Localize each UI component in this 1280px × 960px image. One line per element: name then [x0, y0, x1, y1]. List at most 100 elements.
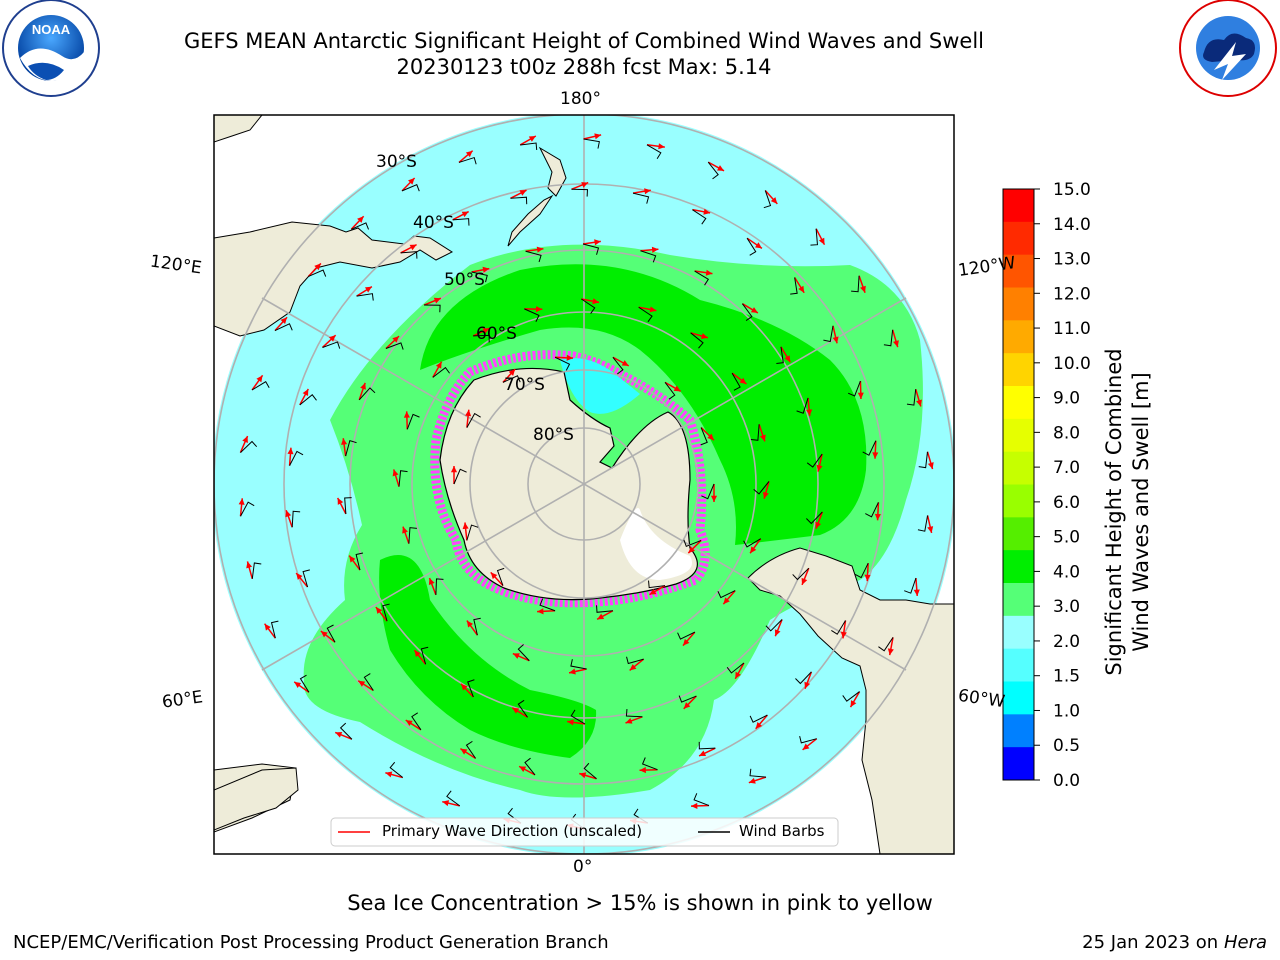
- colorbar-tick-label: 8.0: [1053, 423, 1080, 443]
- wave-direction-arrowhead: [512, 653, 520, 659]
- wave-direction-arrowhead: [341, 438, 348, 445]
- wind-barb: [420, 646, 429, 665]
- wind-barb: [883, 329, 894, 347]
- noaa-logo: [2, 0, 100, 97]
- colorbar-segment: [1003, 681, 1034, 715]
- wave-direction-arrowhead: [375, 607, 383, 614]
- wave-direction-arrowhead: [705, 269, 713, 276]
- wind-barb: [270, 620, 279, 639]
- wave-direction-arrowhead: [750, 307, 758, 313]
- colorbar-label-line2: Wind Waves and Swell [m]: [1129, 372, 1153, 652]
- wave-direction-arrowhead: [594, 239, 601, 246]
- wave-direction-arrowhead: [649, 306, 657, 313]
- wind-barb: [524, 308, 540, 322]
- wind-barb: [302, 569, 310, 588]
- wave-direction-arrowhead: [536, 246, 544, 253]
- colorbar-tick-label: 9.0: [1053, 389, 1080, 409]
- wind-barb: [763, 190, 772, 209]
- wave-direction-arrowhead: [887, 648, 894, 656]
- wind-barb: [698, 741, 716, 750]
- wave-direction-arrowhead: [864, 574, 871, 582]
- colorbar-tick-label: 2.0: [1053, 632, 1080, 652]
- wind-barb: [385, 342, 404, 350]
- colorbar-tick-label: 14.0: [1053, 215, 1091, 235]
- wave-direction-arrowhead: [916, 399, 922, 407]
- wave-direction-arrowhead: [816, 464, 823, 472]
- noaa-logo-text: NOAA: [32, 22, 71, 37]
- wave-direction-arrowhead: [287, 447, 294, 455]
- wind-barb: [823, 325, 834, 343]
- wave-direction-arrowhead: [927, 462, 934, 470]
- lat-label-80s: 80°S: [533, 425, 574, 445]
- wind-barb: [683, 539, 702, 548]
- wind-barb: [299, 394, 317, 406]
- wind-barb: [496, 567, 505, 586]
- wind-barb: [625, 709, 643, 718]
- colorbar-segment: [1003, 320, 1034, 354]
- colorbar-label: Significant Height of Combined Wind Wave…: [1101, 312, 1155, 712]
- wind-barb: [240, 501, 255, 517]
- wind-barb: [790, 277, 798, 295]
- wave-direction-arrowhead: [466, 620, 474, 628]
- wave-direction-arrowhead: [385, 771, 393, 778]
- wind-barb: [473, 617, 481, 636]
- wind-barb: [678, 695, 697, 703]
- wind-barb: [582, 243, 600, 255]
- wave-direction-arrowhead: [707, 433, 714, 441]
- wind-barb: [351, 222, 370, 230]
- wind-barb: [453, 468, 467, 485]
- wind-barb: [842, 691, 860, 702]
- wind-barb: [571, 188, 588, 197]
- wave-direction-arrowhead: [784, 355, 791, 363]
- wave-direction-arrowhead: [927, 526, 934, 533]
- wave-direction-arrowhead: [860, 285, 866, 293]
- wind-barb: [517, 699, 528, 718]
- wind-barb: [641, 757, 658, 771]
- wind-barb: [753, 481, 770, 495]
- wind-barb: [344, 497, 352, 514]
- colorbar-tick-label: 15.0: [1053, 180, 1091, 200]
- wind-barb: [326, 624, 336, 643]
- wave-direction-arrowhead: [358, 680, 366, 687]
- wave-direction-arrowhead: [408, 178, 415, 185]
- wave-direction-arrowhead: [710, 495, 718, 502]
- wind-barb: [299, 674, 310, 693]
- chart-subtitle: 20230123 t00z 288h fcst Max: 5.14: [396, 55, 772, 79]
- wave-direction-arrowhead: [405, 720, 413, 727]
- wave-direction-arrowhead: [755, 721, 763, 729]
- wave-direction-arrowhead: [508, 369, 516, 376]
- south-america-landmass: [747, 547, 954, 854]
- map-content: [214, 115, 954, 854]
- footer-machine: Hera: [1223, 932, 1267, 953]
- lat-label-40s: 40°S: [413, 213, 454, 233]
- wave-direction-arrowhead: [462, 522, 469, 530]
- wave-direction-arrowhead: [414, 650, 421, 657]
- wave-direction-arrowhead: [461, 211, 469, 218]
- wave-direction-arrowhead: [294, 681, 302, 688]
- wave-direction-arrowhead: [433, 297, 441, 304]
- wind-barb: [356, 293, 374, 301]
- wind-barb: [664, 382, 676, 400]
- wind-barb: [806, 453, 823, 468]
- lat-label-70s: 70°S: [504, 375, 545, 395]
- colorbar: 15.0 14.0 13.0 12.0 11.0 10.0 9.0 8.0 7.0 6.0 5.0 4…: [1002, 180, 1091, 791]
- wave-direction-arrowhead: [579, 772, 587, 779]
- wave-direction-arrowhead: [567, 719, 574, 726]
- wind-barb: [726, 662, 745, 674]
- colorbar-segment: [1003, 353, 1034, 387]
- wave-direction-arrowhead: [512, 707, 520, 714]
- wave-direction-arrowhead: [592, 298, 600, 305]
- wind-barb: [554, 356, 571, 371]
- wind-barb: [847, 380, 861, 397]
- wind-barb: [750, 424, 760, 441]
- wind-barb: [400, 251, 418, 259]
- wind-barb: [251, 380, 270, 391]
- wind-barb: [741, 303, 753, 321]
- wave-direction-arrowhead: [629, 664, 637, 671]
- wave-direction-arrowhead: [238, 498, 245, 505]
- lat-label-60s: 60°S: [476, 324, 517, 344]
- wave-direction-arrowhead: [594, 133, 602, 140]
- wave-direction-arrowhead: [403, 411, 410, 418]
- colorbar-segment: [1003, 648, 1034, 682]
- wind-barb: [646, 144, 662, 160]
